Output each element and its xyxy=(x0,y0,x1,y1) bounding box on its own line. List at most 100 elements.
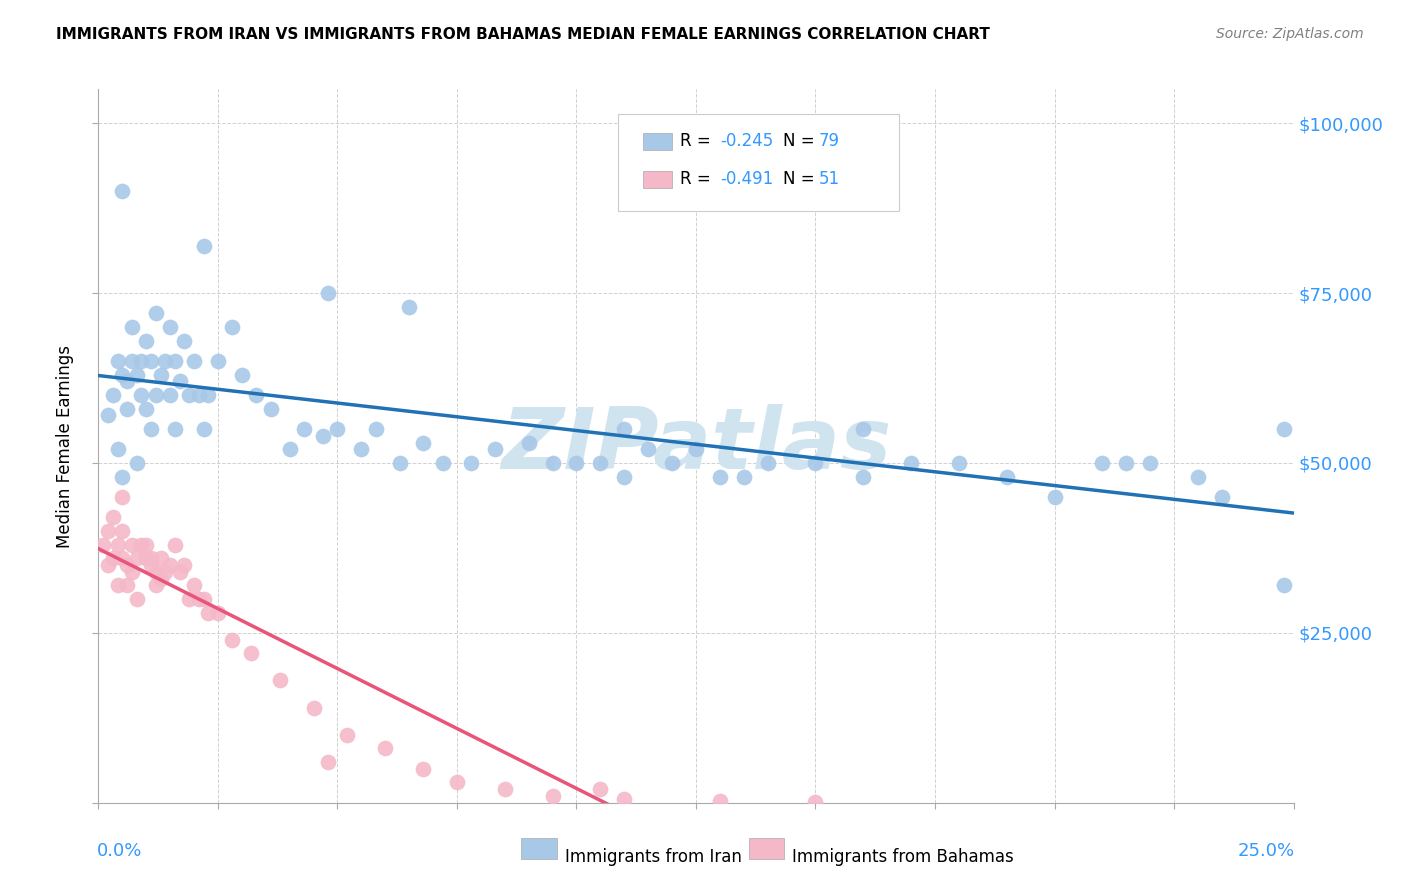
Text: Source: ZipAtlas.com: Source: ZipAtlas.com xyxy=(1216,27,1364,41)
Point xyxy=(115,578,138,592)
Point xyxy=(173,558,195,572)
Point xyxy=(804,456,827,470)
Point xyxy=(121,320,143,334)
Point xyxy=(139,558,162,572)
Point xyxy=(149,572,172,586)
Point xyxy=(613,469,636,483)
Point xyxy=(111,490,134,504)
Point xyxy=(326,422,349,436)
Point xyxy=(231,368,253,382)
Point xyxy=(111,368,134,382)
Point xyxy=(852,422,875,436)
Point xyxy=(107,578,129,592)
Point xyxy=(187,591,209,606)
Point xyxy=(1187,469,1209,483)
Text: -0.491: -0.491 xyxy=(720,170,773,188)
Text: Immigrants from Iran: Immigrants from Iran xyxy=(565,848,741,866)
Point xyxy=(446,775,468,789)
Point xyxy=(995,469,1018,483)
Text: -0.245: -0.245 xyxy=(720,132,773,150)
Point xyxy=(145,388,167,402)
Point xyxy=(1091,456,1114,470)
Point xyxy=(145,306,167,320)
Point xyxy=(111,551,134,566)
Point xyxy=(589,782,612,797)
Point xyxy=(163,354,186,368)
Text: R =: R = xyxy=(681,132,717,150)
Point xyxy=(131,388,153,402)
Point xyxy=(589,456,612,470)
Point xyxy=(135,401,157,416)
Point xyxy=(484,442,506,457)
Point xyxy=(125,456,148,470)
Point xyxy=(115,558,138,572)
Point xyxy=(131,537,153,551)
Point xyxy=(1139,456,1161,470)
Point xyxy=(661,456,683,470)
Point xyxy=(398,300,420,314)
FancyBboxPatch shape xyxy=(644,170,672,187)
Point xyxy=(111,469,134,483)
Point xyxy=(336,728,359,742)
Point xyxy=(145,565,167,579)
Point xyxy=(159,558,181,572)
Point xyxy=(709,794,731,808)
Point xyxy=(149,551,172,566)
Point xyxy=(163,422,186,436)
Point xyxy=(432,456,454,470)
Point xyxy=(565,456,588,470)
Point xyxy=(221,632,243,647)
Point xyxy=(179,388,201,402)
Point xyxy=(197,388,219,402)
Point xyxy=(221,320,243,334)
Text: 51: 51 xyxy=(820,170,841,188)
Point xyxy=(187,388,209,402)
Point xyxy=(197,606,219,620)
Point xyxy=(135,551,157,566)
Point xyxy=(107,354,129,368)
Point xyxy=(115,375,138,389)
Point xyxy=(852,469,875,483)
Point xyxy=(163,537,186,551)
Point xyxy=(155,354,177,368)
Point xyxy=(374,741,396,756)
Text: 0.0%: 0.0% xyxy=(97,842,142,860)
Point xyxy=(541,456,564,470)
Point xyxy=(101,388,124,402)
Point xyxy=(169,565,191,579)
Point xyxy=(101,551,124,566)
Point xyxy=(613,422,636,436)
Point xyxy=(460,456,482,470)
Point xyxy=(240,646,263,660)
Point xyxy=(292,422,315,436)
Y-axis label: Median Female Earnings: Median Female Earnings xyxy=(56,344,75,548)
Point xyxy=(149,368,172,382)
Point xyxy=(193,238,215,252)
Point xyxy=(269,673,291,688)
Point xyxy=(173,334,195,348)
Point xyxy=(207,354,229,368)
Text: Immigrants from Bahamas: Immigrants from Bahamas xyxy=(792,848,1014,866)
Text: N =: N = xyxy=(783,170,820,188)
Text: N =: N = xyxy=(783,132,820,150)
Point xyxy=(101,510,124,524)
Point xyxy=(115,401,138,416)
Point xyxy=(183,578,205,592)
Point xyxy=(121,565,143,579)
Point xyxy=(302,700,325,714)
Point xyxy=(145,578,167,592)
Point xyxy=(948,456,970,470)
Point xyxy=(135,334,157,348)
Point xyxy=(709,469,731,483)
Point xyxy=(159,320,181,334)
Point xyxy=(733,469,755,483)
Point xyxy=(193,422,215,436)
Point xyxy=(155,565,177,579)
Point xyxy=(111,184,134,198)
Point xyxy=(107,537,129,551)
Point xyxy=(1211,490,1233,504)
Point xyxy=(259,401,281,416)
Point xyxy=(121,537,143,551)
Text: ZIPatlas: ZIPatlas xyxy=(501,404,891,488)
Text: IMMIGRANTS FROM IRAN VS IMMIGRANTS FROM BAHAMAS MEDIAN FEMALE EARNINGS CORRELATI: IMMIGRANTS FROM IRAN VS IMMIGRANTS FROM … xyxy=(56,27,990,42)
